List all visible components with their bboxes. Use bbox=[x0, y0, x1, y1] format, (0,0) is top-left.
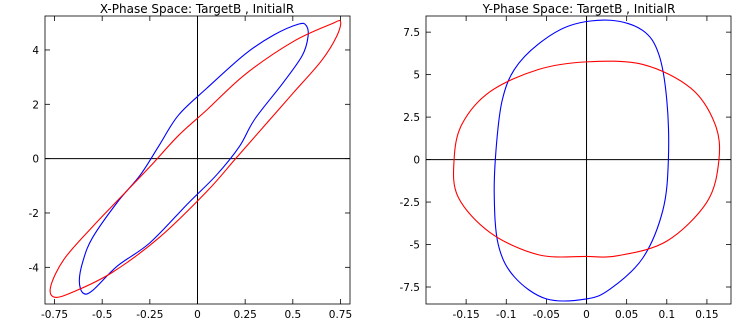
series-curve-blue bbox=[493, 19, 670, 302]
x-tick-label: 0.5 bbox=[284, 309, 301, 321]
x-tick-label: -0.5 bbox=[92, 309, 113, 321]
chart-panel-2: Y-Phase Space: TargetB , InitialR-0.15 -0… bbox=[400, 2, 732, 321]
x-tick-label: 0 bbox=[194, 309, 201, 321]
x-tick-label: -0.1 bbox=[496, 309, 517, 321]
y-tick-label: 0 bbox=[413, 155, 420, 167]
chart-panel-1: X-Phase Space: TargetB , InitialR -0.75 -0… bbox=[29, 2, 353, 321]
y-tick-label: 5 bbox=[413, 70, 420, 82]
x-tick-label: 0.75 bbox=[329, 309, 352, 321]
x-tick-label: 0.15 bbox=[695, 309, 718, 321]
x-tick-label: 0.1 bbox=[658, 309, 675, 321]
y-tick-label: -2 bbox=[29, 208, 39, 220]
y-tick-label: -5 bbox=[410, 240, 420, 252]
y-tick-label: -7.5 bbox=[400, 282, 421, 294]
series-curve-red bbox=[49, 19, 342, 298]
y-tick-label: -4 bbox=[29, 262, 40, 274]
chart-title: Y-Phase Space: TargetB , InitialR bbox=[482, 2, 676, 16]
y-tick-label: 0 bbox=[32, 154, 39, 166]
y-tick-label: 7.5 bbox=[403, 27, 420, 39]
x-tick-label: -0.15 bbox=[453, 309, 480, 321]
y-tick-label: -2.5 bbox=[400, 197, 421, 209]
x-tick-label: 0.05 bbox=[615, 309, 638, 321]
x-tick-label: -0.05 bbox=[533, 309, 560, 321]
x-tick-label: -0.25 bbox=[136, 309, 163, 321]
y-tick-label: 2 bbox=[32, 99, 39, 111]
y-tick-label: 4 bbox=[32, 45, 39, 57]
series-curve-red bbox=[452, 60, 721, 258]
x-tick-label: -0.75 bbox=[41, 309, 68, 321]
x-tick-label: 0.25 bbox=[233, 309, 256, 321]
x-tick-label: 0 bbox=[583, 309, 590, 321]
y-tick-label: 2.5 bbox=[403, 112, 420, 124]
chart-title: X-Phase Space: TargetB , InitialR bbox=[100, 2, 294, 16]
